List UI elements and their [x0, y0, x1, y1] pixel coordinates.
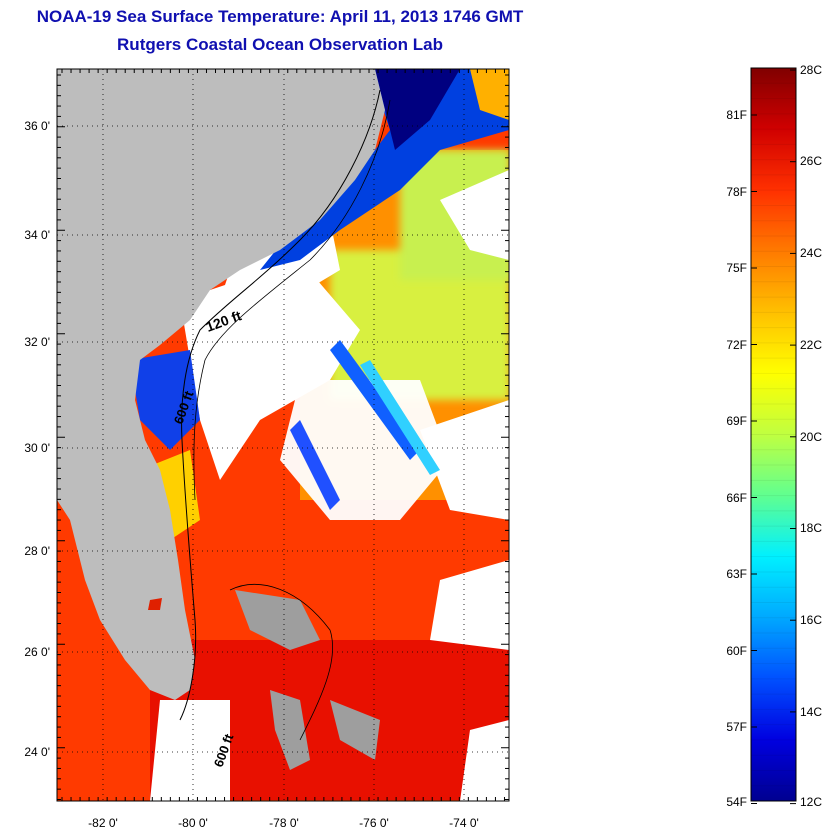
land-mass	[57, 69, 385, 700]
fahrenheit-label: 78F	[726, 185, 747, 199]
fahrenheit-label: 66F	[726, 491, 747, 505]
lon-label: -78 0'	[269, 816, 299, 830]
celsius-label: 24C	[800, 246, 822, 260]
latitude-axis: 36 0' 34 0' 32 0' 30 0' 28 0' 26 0' 24 0…	[24, 119, 50, 759]
lat-label: 26 0'	[24, 645, 50, 659]
fahrenheit-label: 54F	[726, 795, 747, 809]
celsius-label: 22C	[800, 338, 822, 352]
colorbar-gradient	[751, 68, 796, 801]
fahrenheit-label: 63F	[726, 567, 747, 581]
celsius-label: 16C	[800, 613, 822, 627]
lat-label: 30 0'	[24, 441, 50, 455]
map-frame	[56, 68, 510, 802]
fahrenheit-label: 69F	[726, 414, 747, 428]
map-subtitle: Rutgers Coastal Ocean Observation Lab	[117, 35, 443, 54]
lat-label: 36 0'	[24, 119, 50, 133]
celsius-label: 20C	[800, 430, 822, 444]
fahrenheit-label: 60F	[726, 644, 747, 658]
celsius-label: 28C	[800, 63, 822, 77]
lon-label: -76 0'	[359, 816, 389, 830]
celsius-label: 26C	[800, 154, 822, 168]
fahrenheit-label: 72F	[726, 338, 747, 352]
temperature-colorbar: 28C 26C 24C 22C 20C 18C 16C 14C 12C 81F …	[726, 63, 822, 809]
fahrenheit-label: 75F	[726, 261, 747, 275]
fahrenheit-label: 57F	[726, 720, 747, 734]
celsius-label: 18C	[800, 521, 822, 535]
map-plot-area: 120 ft 600 ft 600 ft	[57, 69, 509, 801]
lon-label: -74 0'	[449, 816, 479, 830]
lat-label: 34 0'	[24, 228, 50, 242]
longitude-axis: -82 0' -80 0' -78 0' -76 0' -74 0'	[88, 816, 479, 830]
lat-label: 24 0'	[24, 745, 50, 759]
lat-label: 32 0'	[24, 335, 50, 349]
celsius-label: 12C	[800, 795, 822, 809]
lat-label: 28 0'	[24, 544, 50, 558]
lon-label: -80 0'	[178, 816, 208, 830]
fahrenheit-label: 81F	[726, 108, 747, 122]
map-title: NOAA-19 Sea Surface Temperature: April 1…	[36, 7, 524, 26]
lon-label: -82 0'	[88, 816, 118, 830]
celsius-label: 14C	[800, 705, 822, 719]
